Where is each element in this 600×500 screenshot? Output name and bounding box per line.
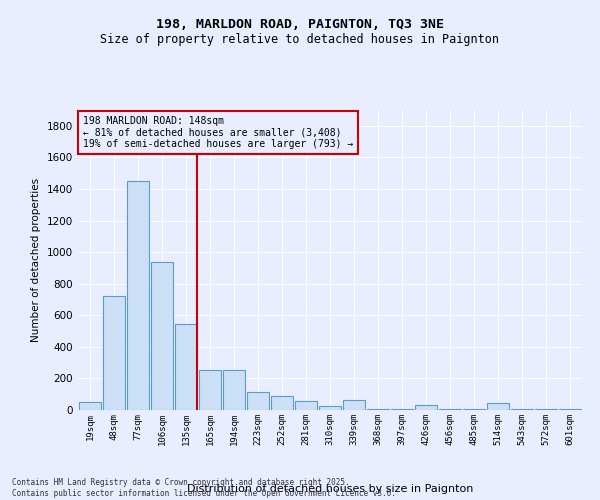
Y-axis label: Number of detached properties: Number of detached properties [31,178,41,342]
Bar [343,400,365,410]
Text: 198 MARLDON ROAD: 148sqm
← 81% of detached houses are smaller (3,408)
19% of sem: 198 MARLDON ROAD: 148sqm ← 81% of detach… [83,116,353,149]
Bar [367,409,389,410]
X-axis label: Distribution of detached houses by size in Paignton: Distribution of detached houses by size … [187,484,473,494]
Bar [151,262,173,410]
Bar [487,403,509,410]
Text: 198, MARLDON ROAD, PAIGNTON, TQ3 3NE: 198, MARLDON ROAD, PAIGNTON, TQ3 3NE [156,18,444,30]
Bar [247,392,269,410]
Bar [295,402,317,410]
Bar [223,370,245,410]
Bar [463,409,485,410]
Bar [535,409,557,410]
Bar [559,409,581,410]
Bar [415,406,437,410]
Bar [319,406,341,410]
Bar [391,409,413,410]
Bar [175,324,197,410]
Bar [79,402,101,410]
Bar [439,409,461,410]
Bar [199,370,221,410]
Bar [511,409,533,410]
Bar [127,181,149,410]
Bar [103,296,125,410]
Bar [271,396,293,410]
Text: Contains HM Land Registry data © Crown copyright and database right 2025.
Contai: Contains HM Land Registry data © Crown c… [12,478,396,498]
Text: Size of property relative to detached houses in Paignton: Size of property relative to detached ho… [101,32,499,46]
